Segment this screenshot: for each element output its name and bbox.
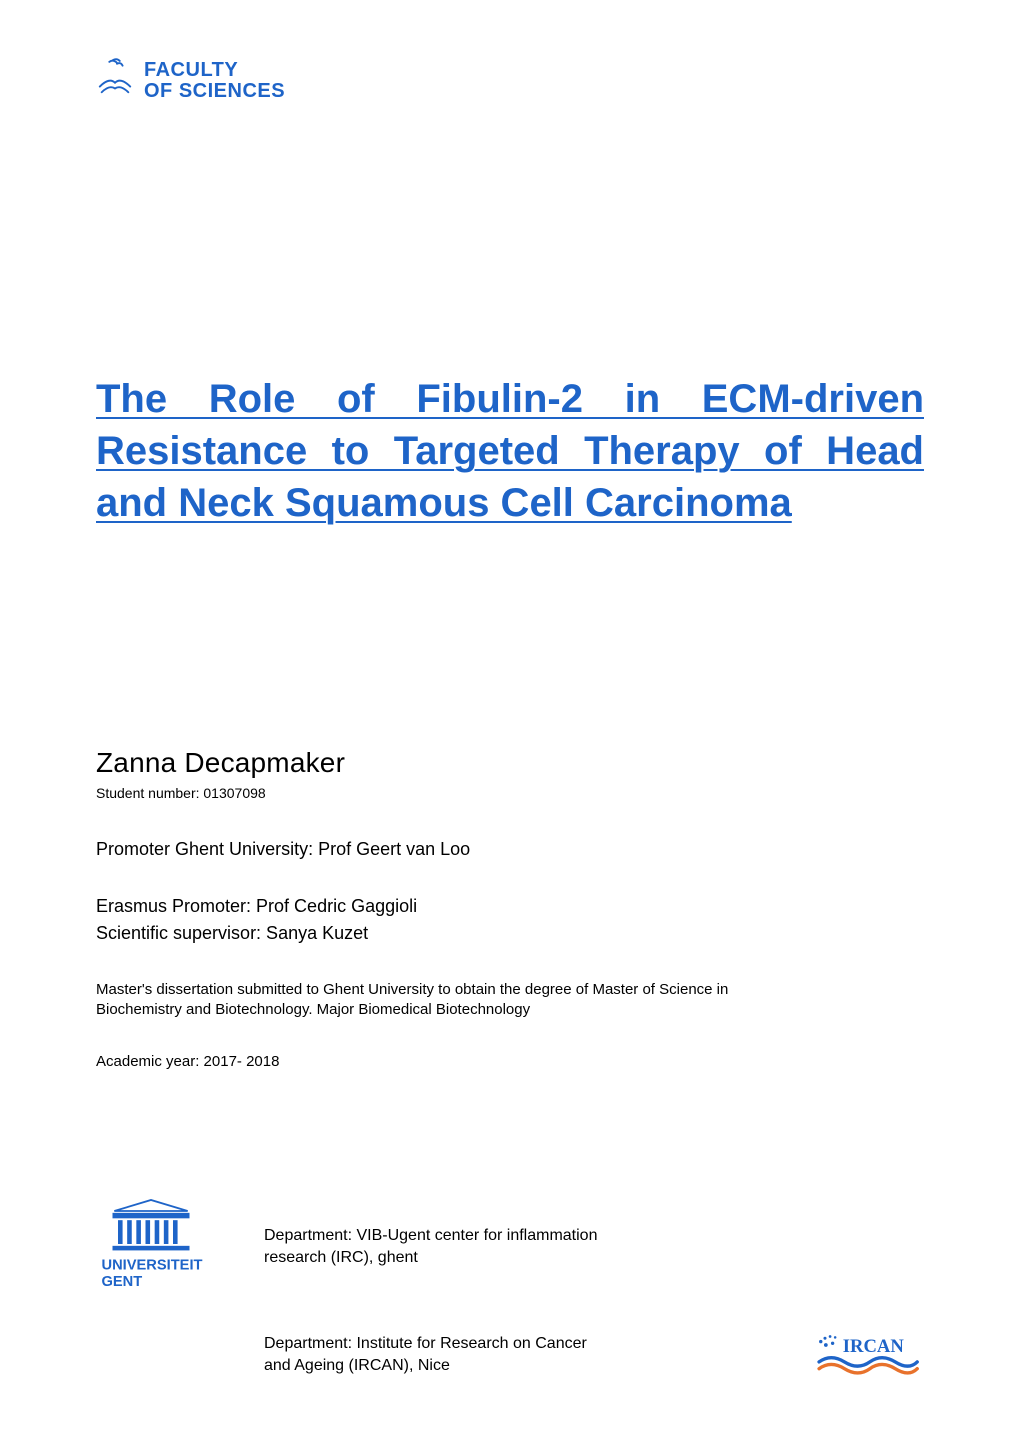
faculty-text: FACULTY OF SCIENCES [144, 60, 285, 101]
faculty-mark-icon [96, 58, 134, 103]
ugent-row: UNIVERSITEIT GENT Department: VIB-Ugent … [96, 1196, 924, 1297]
dept1-line1: Department: VIB-Ugent center for inflamm… [264, 1225, 597, 1247]
footer-block: UNIVERSITEIT GENT Department: VIB-Ugent … [96, 1196, 924, 1384]
dept2-line2: and Ageing (IRCAN), Nice [264, 1355, 587, 1377]
dissertation-line2: Biochemistry and Biotechnology. Major Bi… [96, 1000, 856, 1020]
page-root: FACULTY OF SCIENCES The Role of Fibulin-… [0, 0, 1020, 1442]
department-2-wrap: Department: Institute for Research on Ca… [264, 1333, 587, 1376]
author-block: Zanna Decapmaker Student number: 0130709… [96, 747, 924, 801]
ugent-logo-text2: GENT [102, 1274, 143, 1290]
promoter-erasmus: Erasmus Promoter: Prof Cedric Gaggioli [96, 896, 924, 917]
ircan-logo-icon: IRCAN [814, 1333, 924, 1384]
student-number: Student number: 01307098 [96, 785, 924, 801]
ircan-row: Department: Institute for Research on Ca… [96, 1333, 924, 1384]
ugent-logo-text1: UNIVERSITEIT [102, 1258, 203, 1274]
title-line-2: Resistance to Targeted Therapy of Head [96, 425, 924, 477]
title-line-3: and Neck Squamous Cell Carcinoma [96, 477, 924, 529]
faculty-header: FACULTY OF SCIENCES [96, 58, 924, 103]
dept2-line1: Department: Institute for Research on Ca… [264, 1333, 587, 1355]
department-2: Department: Institute for Research on Ca… [264, 1333, 587, 1376]
faculty-line2: OF SCIENCES [144, 81, 285, 101]
department-1: Department: VIB-Ugent center for inflamm… [264, 1225, 597, 1268]
promoter-ghent: Promoter Ghent University: Prof Geert va… [96, 839, 924, 860]
title-block: The Role of Fibulin-2 in ECM-driven Resi… [96, 373, 924, 529]
dissertation-statement: Master's dissertation submitted to Ghent… [96, 980, 856, 1021]
ugent-logo-icon: UNIVERSITEIT GENT [96, 1196, 206, 1297]
dept1-line2: research (IRC), ghent [264, 1247, 597, 1269]
dissertation-line1: Master's dissertation submitted to Ghent… [96, 980, 856, 1000]
academic-year: Academic year: 2017- 2018 [96, 1053, 924, 1070]
ircan-logo-text: IRCAN [843, 1336, 905, 1357]
faculty-line1: FACULTY [144, 60, 285, 80]
author-name: Zanna Decapmaker [96, 747, 924, 779]
title-line-1: The Role of Fibulin-2 in ECM-driven [96, 373, 924, 425]
scientific-supervisor: Scientific supervisor: Sanya Kuzet [96, 923, 924, 944]
